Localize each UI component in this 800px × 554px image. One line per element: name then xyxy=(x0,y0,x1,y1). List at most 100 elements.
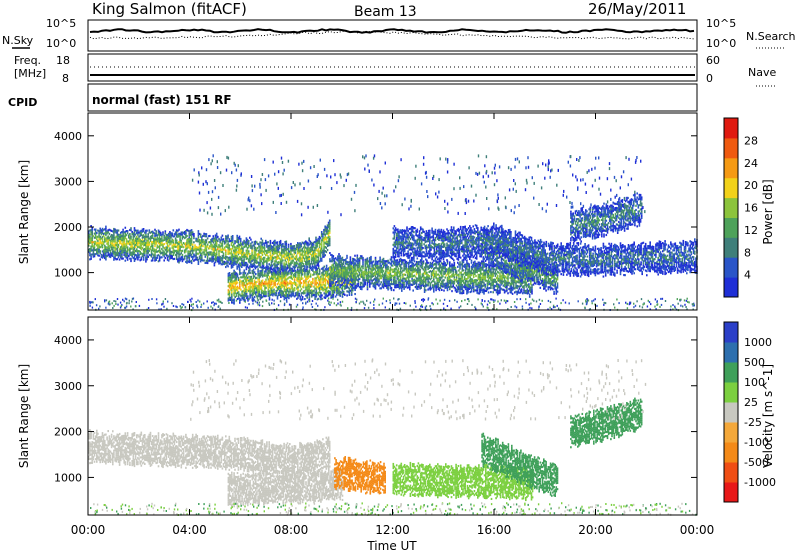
echo-cell xyxy=(278,272,280,274)
echo-cell xyxy=(134,256,136,258)
echo-cell xyxy=(419,273,421,275)
echo-cell xyxy=(288,244,290,246)
echo-cell xyxy=(134,248,136,250)
echo-cell xyxy=(259,264,261,266)
echo-cell xyxy=(207,246,209,248)
echo-cell xyxy=(176,240,178,242)
echo-cell xyxy=(206,250,208,252)
echo-cell xyxy=(137,252,139,254)
echo-cell xyxy=(463,261,465,263)
echo-cell xyxy=(335,278,337,280)
echo-cell xyxy=(263,263,265,265)
echo-cell xyxy=(426,264,428,266)
cpid-text: normal (fast) 151 RF xyxy=(92,93,232,107)
echo-cell xyxy=(447,289,449,291)
echo-cell xyxy=(213,235,215,237)
echo-cell xyxy=(94,247,96,249)
echo-cell xyxy=(362,259,364,261)
echo-cell xyxy=(217,248,219,250)
echo-cell xyxy=(352,287,354,289)
echo-cell xyxy=(292,286,294,288)
echo-cell xyxy=(152,259,154,261)
echo-cell xyxy=(257,270,259,272)
echo-cell xyxy=(243,258,245,260)
echo-cell xyxy=(165,230,167,232)
echo-cell xyxy=(191,241,193,243)
echo-cell xyxy=(182,256,184,258)
echo-cell xyxy=(452,271,454,273)
echo-cell xyxy=(304,273,306,275)
echo-cell xyxy=(105,228,107,230)
echo-cell xyxy=(363,277,365,279)
echo-cell xyxy=(248,242,250,244)
echo-cell xyxy=(237,273,239,275)
echo-cell xyxy=(122,258,124,260)
echo-cell xyxy=(309,280,311,282)
echo-cell xyxy=(232,253,234,255)
echo-cell xyxy=(391,279,393,281)
echo-cell xyxy=(232,237,234,239)
echo-cell xyxy=(134,227,136,229)
echo-cell xyxy=(375,286,377,288)
echo-cell xyxy=(440,287,442,289)
echo-cell xyxy=(122,229,124,231)
echo-cell xyxy=(288,270,290,272)
echo-cell xyxy=(312,280,314,282)
echo-cell xyxy=(329,279,331,281)
echo-cell xyxy=(279,247,281,249)
echo-cell xyxy=(456,276,458,278)
echo-cell xyxy=(91,243,93,245)
echo-cell xyxy=(232,247,234,249)
echo-cell xyxy=(274,276,276,278)
echo-cell xyxy=(401,290,403,292)
nave-tick-bottom: 0 xyxy=(706,72,713,85)
echo-cell xyxy=(178,243,180,245)
echo-cell xyxy=(207,258,209,260)
echo-cell xyxy=(258,291,260,293)
echo-cell xyxy=(442,269,444,271)
echo-cell xyxy=(425,281,427,283)
echo-cell xyxy=(146,258,148,260)
echo-cell xyxy=(121,254,123,256)
echo-cell xyxy=(349,292,351,294)
echo-cell xyxy=(305,280,307,282)
echo-cell xyxy=(223,253,225,255)
echo-cell xyxy=(490,291,492,293)
echo-cell xyxy=(344,282,346,284)
echo-cell xyxy=(146,230,148,232)
echo-cell xyxy=(206,235,208,237)
echo-cell xyxy=(265,291,267,293)
echo-cell xyxy=(459,290,461,292)
noise-search-trace xyxy=(90,31,694,39)
echo-cell xyxy=(238,291,240,293)
echo-cell xyxy=(206,233,208,235)
echo-cell xyxy=(396,265,398,267)
echo-cell xyxy=(175,238,177,240)
echo-cell xyxy=(247,295,249,297)
echo-cell xyxy=(484,286,486,288)
echo-cell xyxy=(298,274,300,276)
echo-cell xyxy=(281,262,283,264)
echo-cell xyxy=(484,273,486,275)
echo-cell xyxy=(490,287,492,289)
echo-cell xyxy=(439,275,441,277)
echo-cell xyxy=(143,228,145,230)
echo-cell xyxy=(127,253,129,255)
echo-cell xyxy=(441,273,443,275)
echo-cell xyxy=(444,272,446,274)
echo-cell xyxy=(313,273,315,275)
date-title: 26/May/2011 xyxy=(588,0,686,18)
echo-cell xyxy=(294,279,296,281)
echo-cell xyxy=(394,270,396,272)
echo-cell xyxy=(459,265,461,267)
echo-cell xyxy=(249,237,251,239)
echo-cell xyxy=(496,273,498,275)
echo-cell xyxy=(295,252,297,254)
echo-cell xyxy=(417,288,419,290)
echo-cell xyxy=(311,285,313,287)
echo-cell xyxy=(423,262,425,264)
echo-cell xyxy=(248,240,250,242)
echo-cell xyxy=(342,288,344,290)
echo-cell xyxy=(118,246,120,248)
echo-cell xyxy=(217,240,219,242)
